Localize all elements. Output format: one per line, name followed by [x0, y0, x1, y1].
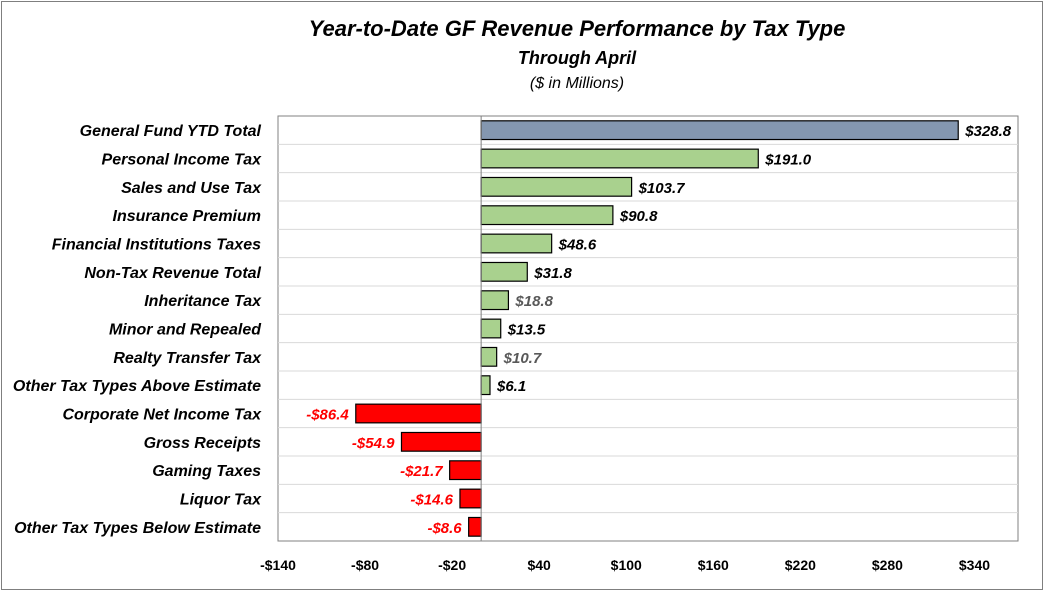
bar	[480, 346, 498, 367]
data-label: $191.0	[764, 152, 812, 169]
data-label: $10.7	[503, 350, 542, 367]
x-tick-label: $340	[959, 557, 990, 573]
data-label: $6.1	[496, 378, 526, 395]
x-tick-label: $100	[611, 557, 642, 573]
bar	[480, 375, 491, 396]
data-label: -$54.9	[352, 435, 395, 452]
x-tick-label: $280	[872, 557, 903, 573]
category-label: General Fund YTD Total	[80, 123, 262, 140]
data-label: $103.7	[638, 180, 686, 197]
category-label: Other Tax Types Below Estimate	[14, 520, 261, 537]
data-label: -$14.6	[410, 492, 453, 509]
bar	[480, 148, 759, 169]
bar	[480, 120, 959, 141]
data-label: -$8.6	[427, 520, 462, 537]
bar	[400, 431, 482, 452]
bar	[468, 516, 482, 537]
category-label: Insurance Premium	[113, 208, 262, 225]
data-label: $328.8	[964, 123, 1012, 140]
category-label: Liquor Tax	[180, 492, 262, 509]
data-label: $48.6	[558, 237, 597, 254]
bar	[480, 176, 633, 197]
category-label: Realty Transfer Tax	[113, 350, 262, 367]
category-label: Personal Income Tax	[102, 152, 263, 169]
category-label: Other Tax Types Above Estimate	[13, 378, 261, 395]
data-label: $18.8	[514, 293, 553, 310]
category-label: Financial Institutions Taxes	[52, 237, 261, 254]
x-tick-label: -$140	[260, 557, 296, 573]
x-tick-label: -$20	[438, 557, 466, 573]
category-label: Minor and Repealed	[109, 322, 262, 339]
data-label: $90.8	[619, 208, 658, 225]
bar	[480, 318, 502, 339]
x-tick-label: $40	[527, 557, 551, 573]
category-label: Gaming Taxes	[152, 463, 261, 480]
data-label: $13.5	[507, 322, 546, 339]
bar	[480, 233, 553, 254]
bar	[480, 261, 528, 282]
chart-units-note: ($ in Millions)	[529, 75, 625, 92]
category-label: Inheritance Tax	[144, 293, 262, 310]
chart-subtitle: Through April	[517, 48, 637, 68]
plot-area	[277, 115, 1019, 542]
bar	[480, 205, 614, 226]
category-label: Corporate Net Income Tax	[62, 407, 262, 424]
bar	[480, 290, 510, 311]
bar	[459, 488, 482, 509]
category-label: Sales and Use Tax	[121, 180, 262, 197]
x-tick-label: $160	[698, 557, 729, 573]
data-label: $31.8	[533, 265, 572, 282]
bar	[449, 460, 482, 481]
category-label: Non-Tax Revenue Total	[84, 265, 261, 282]
data-label: -$21.7	[400, 463, 443, 480]
category-label: Gross Receipts	[144, 435, 261, 452]
chart-title: Year-to-Date GF Revenue Performance by T…	[308, 16, 846, 41]
x-tick-label: $220	[785, 557, 816, 573]
data-label: -$86.4	[306, 407, 349, 424]
x-tick-label: -$80	[351, 557, 379, 573]
bar	[355, 403, 482, 424]
